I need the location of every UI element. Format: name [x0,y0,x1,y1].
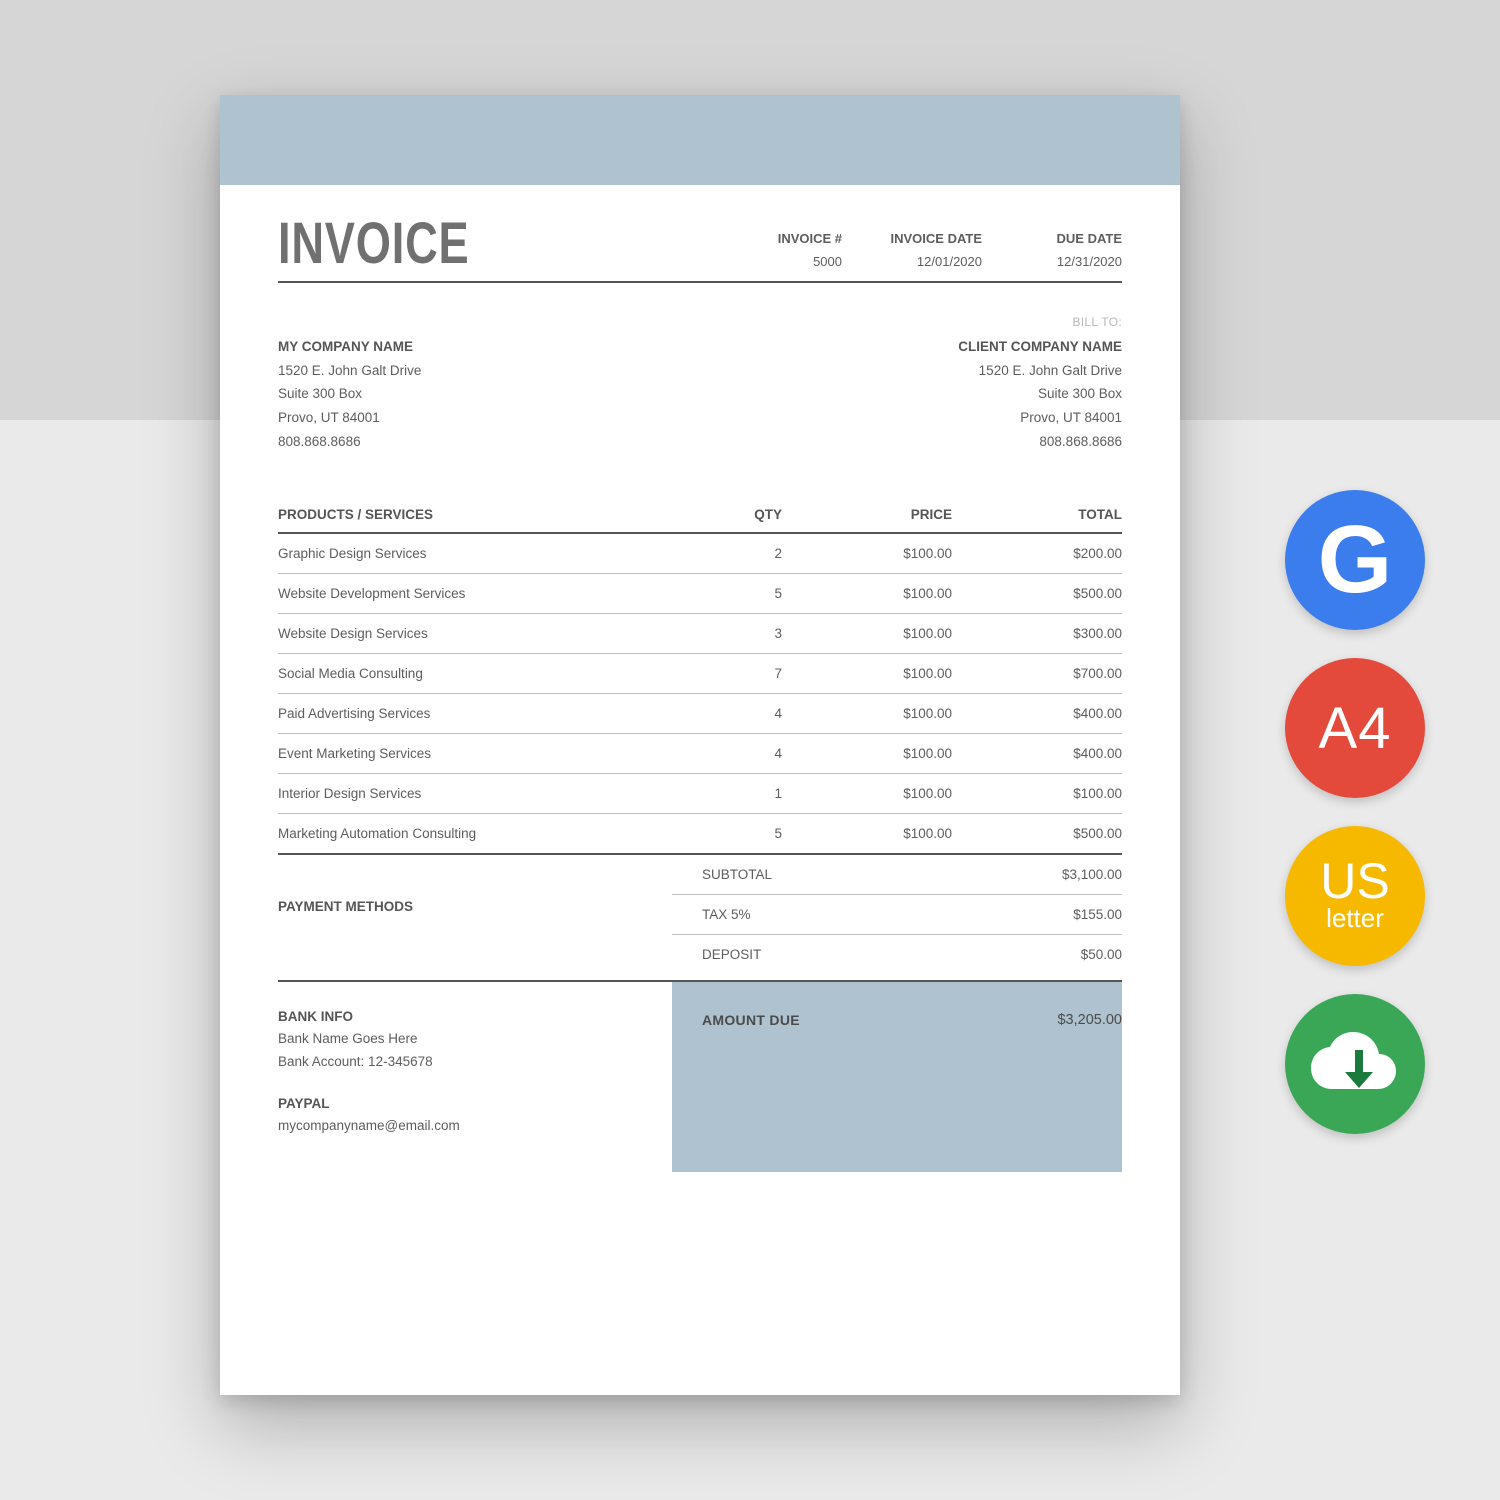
col-price: PRICE [782,497,952,533]
cell-qty: 3 [672,614,782,654]
bank-heading: BANK INFO [278,1006,662,1028]
bank-line1: Bank Name Goes Here [278,1028,662,1050]
subtotal-label: SUBTOTAL [702,867,772,882]
tax-label: TAX 5% [702,907,751,922]
meta-invoice-number-label: INVOICE # [702,231,842,246]
cell-product: Event Marketing Services [278,734,672,774]
to-line4: 808.868.8686 [958,430,1122,454]
cell-price: $100.00 [782,574,952,614]
table-row: Interior Design Services1$100.00$100.00 [278,774,1122,814]
from-line1: 1520 E. John Galt Drive [278,359,421,383]
a4-label: A4 [1319,695,1392,762]
cloud-download-icon [1309,1028,1401,1100]
cell-product: Graphic Design Services [278,533,672,574]
cell-product: Marketing Automation Consulting [278,814,672,855]
cell-price: $100.00 [782,654,952,694]
invoice-sheet: INVOICE INVOICE # 5000 INVOICE DATE 12/0… [220,95,1180,1395]
items-table: PRODUCTS / SERVICES QTY PRICE TOTAL Grap… [278,497,1122,855]
meta-due-date-label: DUE DATE [982,231,1122,246]
letter-label: letter [1320,903,1389,934]
cell-qty: 1 [672,774,782,814]
cell-product: Social Media Consulting [278,654,672,694]
paypal-line1: mycompanyname@email.com [278,1115,662,1137]
cell-total: $100.00 [952,774,1122,814]
subtotal-value: $3,100.00 [952,867,1122,882]
table-row: Event Marketing Services4$100.00$400.00 [278,734,1122,774]
cell-product: Website Design Services [278,614,672,654]
cell-qty: 5 [672,574,782,614]
invoice-title: INVOICE [278,215,469,273]
cell-total: $400.00 [952,734,1122,774]
paypal-heading: PAYPAL [278,1093,662,1115]
cell-total: $500.00 [952,574,1122,614]
deposit-label: DEPOSIT [702,947,761,962]
download-badge[interactable] [1285,994,1425,1134]
bill-to-label: BILL TO: [278,315,1122,329]
from-line4: 808.868.8686 [278,430,421,454]
cell-total: $500.00 [952,814,1122,855]
cell-total: $200.00 [952,533,1122,574]
to-line3: Provo, UT 84001 [958,406,1122,430]
cell-total: $700.00 [952,654,1122,694]
header-rule [278,281,1122,283]
cell-product: Paid Advertising Services [278,694,672,734]
cell-qty: 7 [672,654,782,694]
cell-product: Website Development Services [278,574,672,614]
a4-badge: A4 [1285,658,1425,798]
amount-due-box: AMOUNT DUE $3,205.00 [672,982,1122,1172]
table-row: Website Design Services3$100.00$300.00 [278,614,1122,654]
meta-invoice-number-value: 5000 [702,254,842,269]
from-block: MY COMPANY NAME 1520 E. John Galt Drive … [278,335,421,453]
meta-invoice-date-label: INVOICE DATE [842,231,982,246]
payment-methods-heading: PAYMENT METHODS [278,899,672,924]
meta-invoice-date-value: 12/01/2020 [842,254,982,269]
table-row: Graphic Design Services2$100.00$200.00 [278,533,1122,574]
amount-due-label: AMOUNT DUE [702,1012,800,1028]
from-line2: Suite 300 Box [278,382,421,406]
cell-price: $100.00 [782,533,952,574]
to-line2: Suite 300 Box [958,382,1122,406]
table-row: Website Development Services5$100.00$500… [278,574,1122,614]
to-line1: 1520 E. John Galt Drive [958,359,1122,383]
cell-product: Interior Design Services [278,774,672,814]
cell-qty: 4 [672,734,782,774]
to-block: CLIENT COMPANY NAME 1520 E. John Galt Dr… [958,335,1122,453]
col-total: TOTAL [952,497,1122,533]
from-line3: Provo, UT 84001 [278,406,421,430]
cell-qty: 5 [672,814,782,855]
cell-price: $100.00 [782,734,952,774]
table-row: Social Media Consulting7$100.00$700.00 [278,654,1122,694]
us-label: US [1320,858,1389,906]
cell-price: $100.00 [782,774,952,814]
cell-total: $400.00 [952,694,1122,734]
cell-price: $100.00 [782,614,952,654]
tax-value: $155.00 [952,907,1122,922]
cell-qty: 4 [672,694,782,734]
table-row: Marketing Automation Consulting5$100.00$… [278,814,1122,855]
meta-due-date-value: 12/31/2020 [982,254,1122,269]
invoice-meta: INVOICE # 5000 INVOICE DATE 12/01/2020 D… [702,231,1122,273]
bank-line2: Bank Account: 12-345678 [278,1051,662,1073]
cell-price: $100.00 [782,814,952,855]
table-row: Paid Advertising Services4$100.00$400.00 [278,694,1122,734]
to-name: CLIENT COMPANY NAME [958,335,1122,359]
header-row: INVOICE INVOICE # 5000 INVOICE DATE 12/0… [278,215,1122,273]
totals-block: SUBTOTAL $3,100.00 TAX 5% $155.00 DEPOSI… [672,855,1122,974]
col-product: PRODUCTS / SERVICES [278,497,672,533]
cell-total: $300.00 [952,614,1122,654]
google-g-icon: G [1318,512,1393,608]
google-badge: G [1285,490,1425,630]
cell-price: $100.00 [782,694,952,734]
col-qty: QTY [672,497,782,533]
cell-qty: 2 [672,533,782,574]
header-band [220,95,1180,185]
deposit-value: $50.00 [952,947,1122,962]
from-name: MY COMPANY NAME [278,335,421,359]
amount-due-value: $3,205.00 [952,1012,1122,1028]
payment-info: BANK INFO Bank Name Goes Here Bank Accou… [278,982,672,1172]
format-badges: G A4 US letter [1285,490,1425,1134]
us-letter-badge: US letter [1285,826,1425,966]
